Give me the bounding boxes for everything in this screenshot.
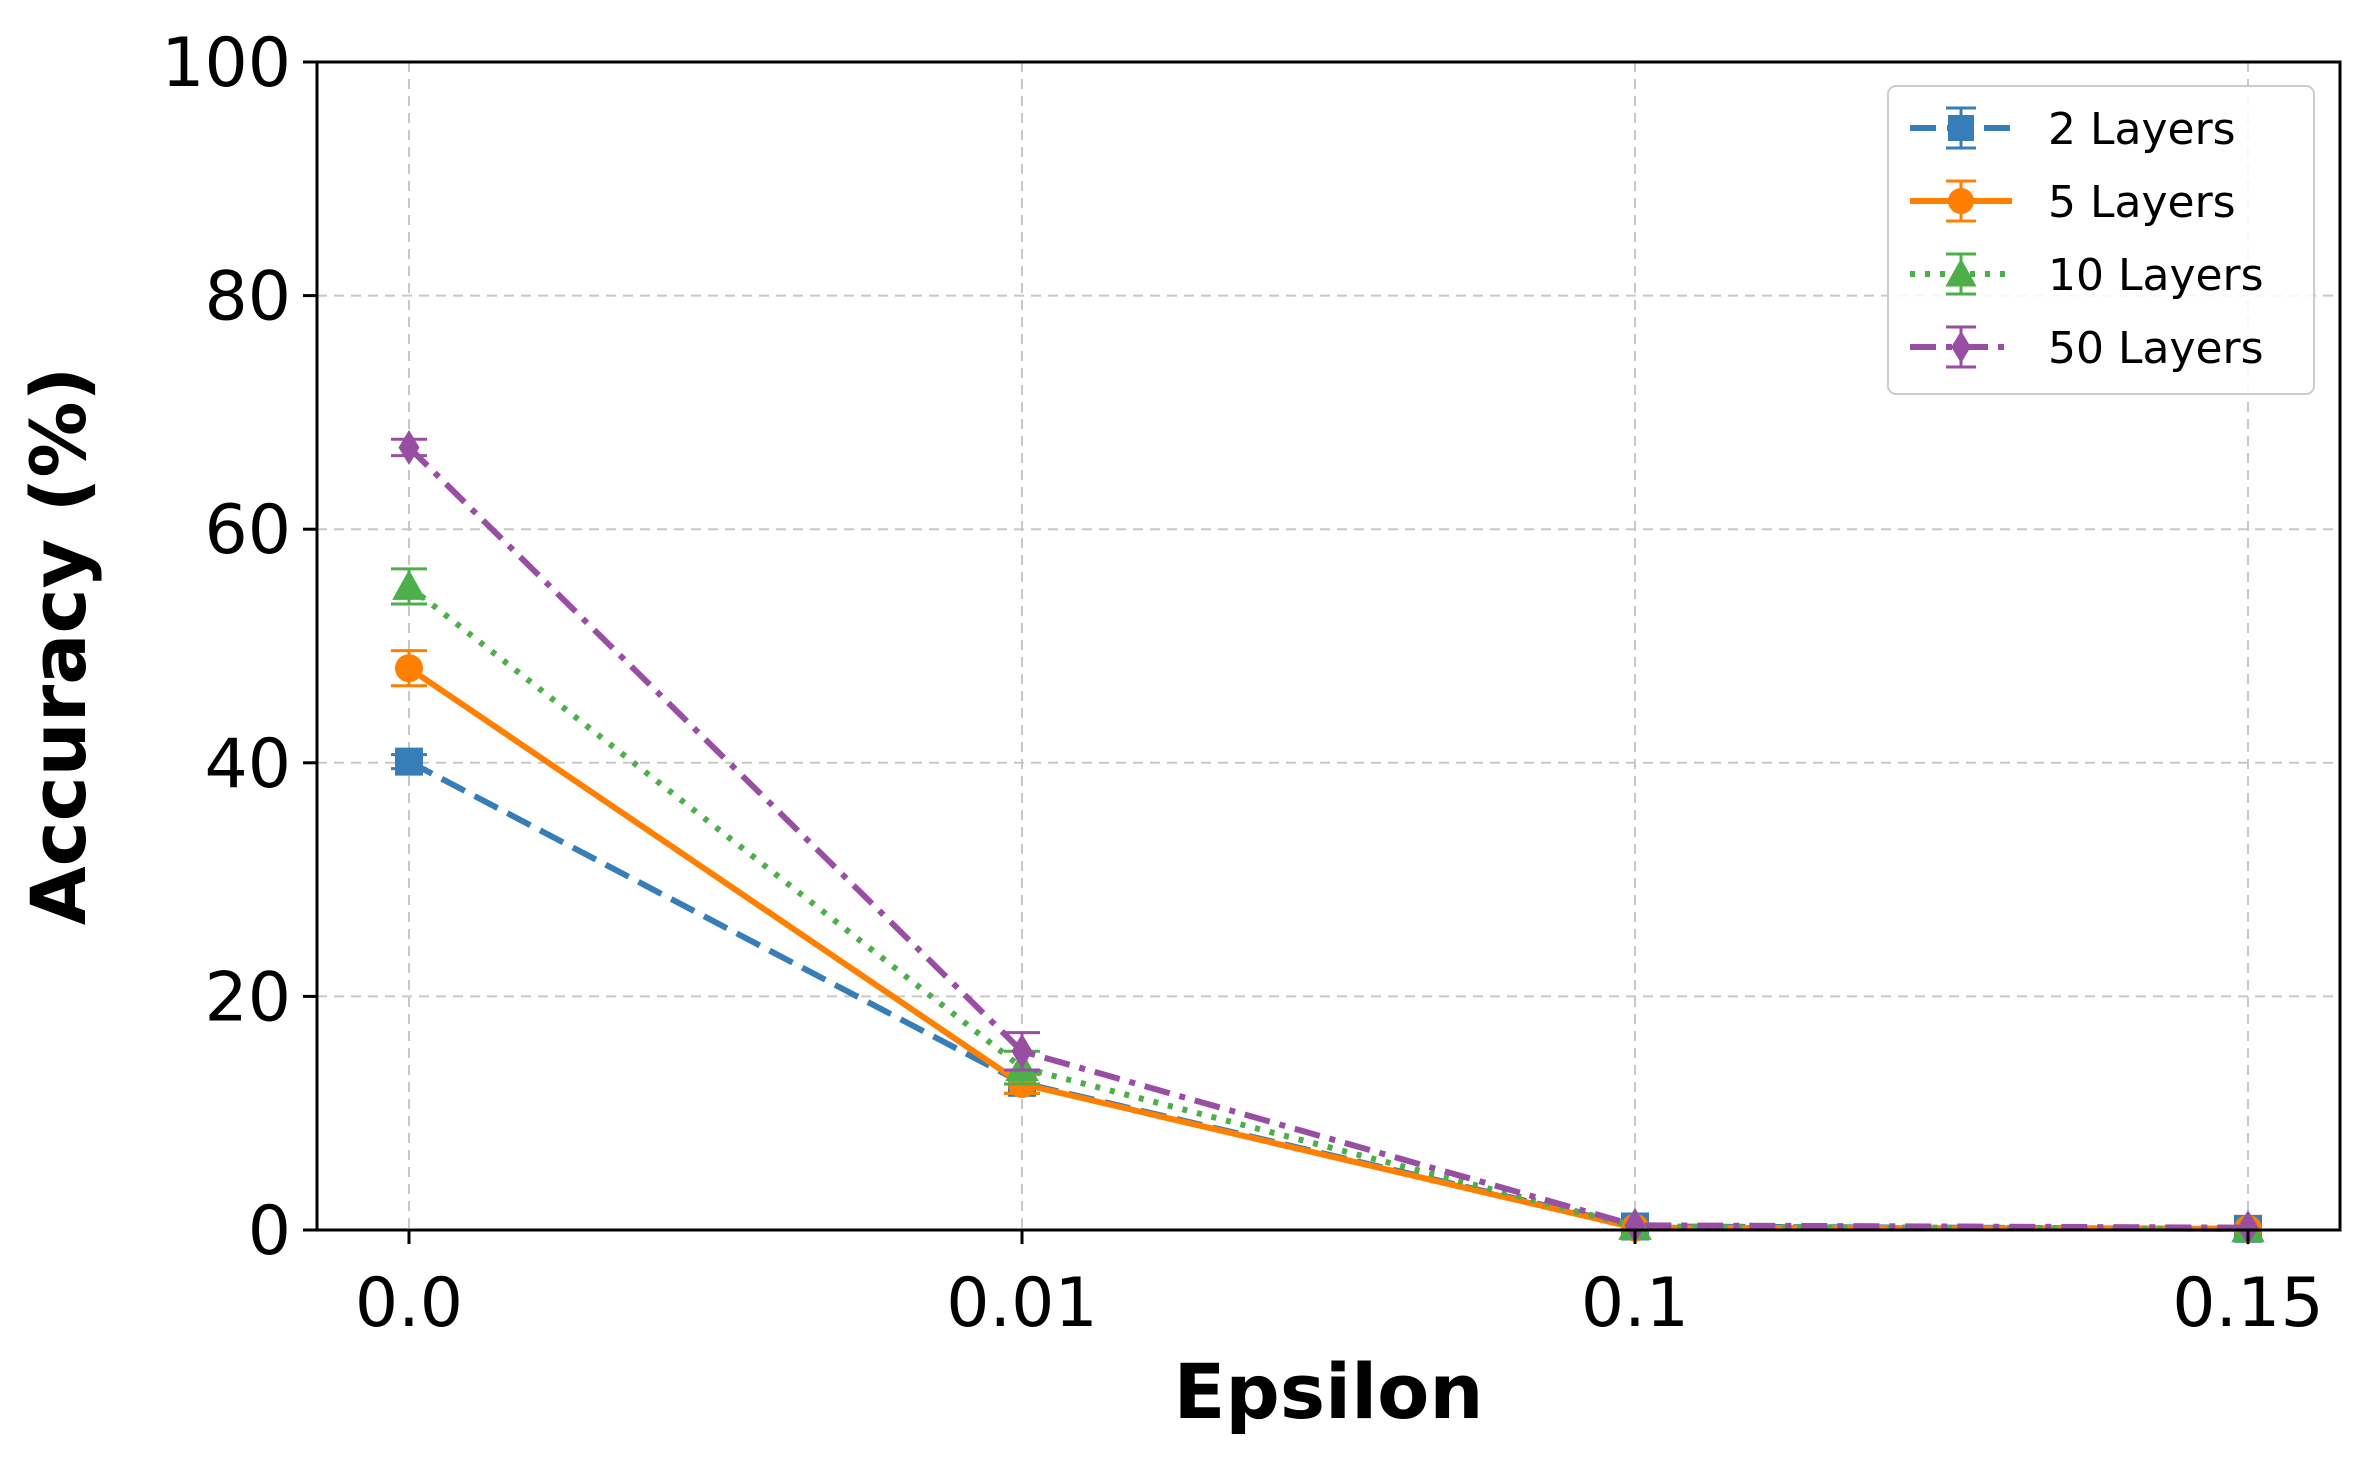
data-point xyxy=(1011,1033,1033,1069)
series-group xyxy=(391,429,2265,1246)
legend-item: 2 Layers xyxy=(1910,104,2236,155)
x-axis-title: Epsilon xyxy=(1174,1347,1484,1436)
legend-label: 2 Layers xyxy=(2048,104,2236,155)
data-point xyxy=(1624,1207,1646,1243)
x-tick-label: 0.1 xyxy=(1581,1264,1689,1343)
series-5-layers xyxy=(391,649,2262,1243)
y-tick-label: 40 xyxy=(204,725,291,804)
legend-item: 10 Layers xyxy=(1910,250,2264,301)
legend-marker xyxy=(1951,330,1971,364)
data-point xyxy=(395,747,423,776)
data-point xyxy=(398,429,420,465)
y-tick-label: 100 xyxy=(161,24,291,103)
legend-marker xyxy=(1945,258,1977,287)
data-point xyxy=(2237,1210,2259,1246)
series-2-layers xyxy=(391,747,2262,1243)
legend-marker xyxy=(1948,115,1974,141)
series-50-layers xyxy=(391,429,2259,1246)
legend-label: 10 Layers xyxy=(2048,250,2264,301)
legend-label: 5 Layers xyxy=(2048,177,2236,228)
y-tick-label: 0 xyxy=(248,1192,291,1271)
series-line xyxy=(406,445,2249,1231)
x-tick-label: 0.01 xyxy=(946,1264,1097,1343)
x-tick-label: 0.15 xyxy=(2172,1264,2323,1343)
y-tick-label: 20 xyxy=(204,958,291,1037)
legend-item: 50 Layers xyxy=(1910,323,2264,374)
plot-frame xyxy=(315,60,2342,1232)
legend-label: 50 Layers xyxy=(2048,323,2264,374)
legend: 2 Layers 5 Layers 10 Layers 50 Layers xyxy=(1887,85,2315,395)
data-point xyxy=(395,654,423,683)
y-axis-title: Accuracy (%) xyxy=(14,367,103,925)
data-point xyxy=(392,569,426,600)
axis-ticks: 0 20 40 60 80 100 0.0 0.01 0.1 0.15 xyxy=(161,24,2324,1343)
series-10-layers xyxy=(391,567,2265,1243)
y-tick-label: 80 xyxy=(204,258,291,337)
legend-item: 5 Layers xyxy=(1910,177,2236,228)
x-tick-label: 0.0 xyxy=(355,1264,463,1343)
legend-marker xyxy=(1948,188,1974,214)
y-tick-label: 60 xyxy=(204,491,291,570)
legend-box xyxy=(1887,85,2315,395)
series-line xyxy=(407,584,2249,1232)
